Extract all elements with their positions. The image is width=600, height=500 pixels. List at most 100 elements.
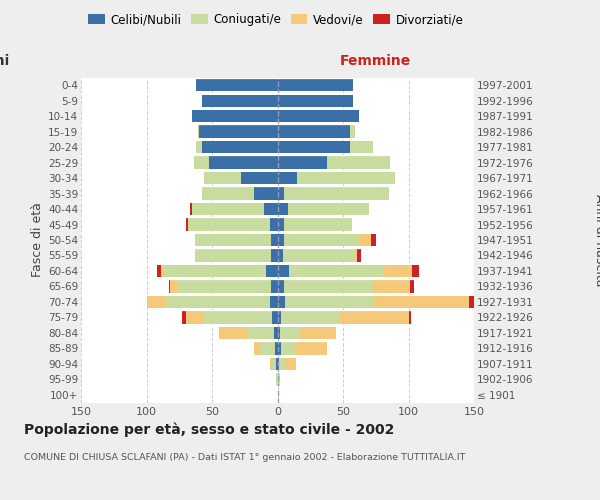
Bar <box>277 265 383 277</box>
Bar <box>277 126 355 138</box>
Bar <box>277 280 373 292</box>
Bar <box>266 265 277 277</box>
Bar <box>275 342 277 354</box>
Bar <box>204 172 277 184</box>
Bar <box>277 141 350 154</box>
Bar <box>277 156 390 169</box>
Bar <box>277 172 297 184</box>
Bar <box>277 79 353 92</box>
Bar <box>254 342 277 354</box>
Bar <box>277 326 280 339</box>
Bar <box>196 141 277 154</box>
Bar <box>277 280 284 292</box>
Bar <box>277 280 410 292</box>
Bar <box>202 94 277 107</box>
Bar <box>277 342 281 354</box>
Bar <box>269 358 277 370</box>
Bar <box>190 203 277 215</box>
Bar <box>170 280 277 292</box>
Bar <box>202 188 277 200</box>
Bar <box>277 311 411 324</box>
Bar <box>277 188 389 200</box>
Bar <box>169 280 277 292</box>
Bar <box>197 126 277 138</box>
Bar <box>196 79 277 92</box>
Text: Maschi: Maschi <box>0 54 10 68</box>
Bar <box>202 94 277 107</box>
Bar <box>202 94 277 107</box>
Bar <box>193 203 277 215</box>
Bar <box>186 311 277 324</box>
Bar <box>195 250 277 262</box>
Bar <box>199 126 277 138</box>
Bar <box>277 342 327 354</box>
Bar <box>196 79 277 92</box>
Bar <box>277 296 374 308</box>
Bar <box>197 126 277 138</box>
Bar <box>202 94 277 107</box>
Bar <box>277 203 369 215</box>
Bar <box>161 265 277 277</box>
Bar <box>269 296 277 308</box>
Bar <box>247 326 277 339</box>
Bar <box>277 203 288 215</box>
Bar <box>277 188 389 200</box>
Bar <box>277 172 395 184</box>
Bar <box>277 156 390 169</box>
Bar <box>195 234 277 246</box>
Bar <box>276 373 277 386</box>
Bar <box>277 110 359 122</box>
Bar <box>272 358 277 370</box>
Bar <box>218 326 277 339</box>
Bar <box>277 311 409 324</box>
Bar <box>195 250 277 262</box>
Bar <box>193 203 277 215</box>
Bar <box>277 250 355 262</box>
Bar <box>204 172 277 184</box>
Bar <box>277 188 389 200</box>
Bar <box>277 141 373 154</box>
Bar <box>277 156 390 169</box>
Bar <box>157 265 277 277</box>
Bar <box>241 172 277 184</box>
Bar <box>193 110 277 122</box>
Bar <box>195 250 277 262</box>
Bar <box>277 94 353 107</box>
Bar <box>277 79 353 92</box>
Bar <box>193 110 277 122</box>
Bar <box>202 141 277 154</box>
Bar <box>277 141 373 154</box>
Bar <box>277 126 355 138</box>
Bar <box>277 79 353 92</box>
Bar <box>277 358 279 370</box>
Bar <box>218 326 277 339</box>
Bar <box>193 110 277 122</box>
Bar <box>196 141 277 154</box>
Bar <box>196 79 277 92</box>
Bar <box>146 296 277 308</box>
Bar <box>272 311 277 324</box>
Bar <box>254 342 277 354</box>
Bar <box>269 358 277 370</box>
Bar <box>277 141 373 154</box>
Bar <box>188 218 277 230</box>
Text: COMUNE DI CHIUSA SCLAFANI (PA) - Dati ISTAT 1° gennaio 2002 - Elaborazione TUTTI: COMUNE DI CHIUSA SCLAFANI (PA) - Dati IS… <box>24 452 466 462</box>
Bar <box>269 218 277 230</box>
Bar <box>277 358 296 370</box>
Bar <box>271 280 277 292</box>
Bar <box>165 296 277 308</box>
Bar <box>277 126 355 138</box>
Bar <box>265 203 277 215</box>
Bar <box>277 172 395 184</box>
Bar <box>186 218 277 230</box>
Bar <box>277 265 289 277</box>
Text: Popolazione per età, sesso e stato civile - 2002: Popolazione per età, sesso e stato civil… <box>24 422 394 437</box>
Bar <box>277 250 358 262</box>
Bar <box>277 250 283 262</box>
Bar <box>164 265 277 277</box>
Bar <box>276 373 277 386</box>
Bar <box>204 311 277 324</box>
Legend: Celibi/Nubili, Coniugati/e, Vedovi/e, Divorziati/e: Celibi/Nubili, Coniugati/e, Vedovi/e, Di… <box>83 8 469 31</box>
Bar <box>182 311 277 324</box>
Bar <box>277 110 359 122</box>
